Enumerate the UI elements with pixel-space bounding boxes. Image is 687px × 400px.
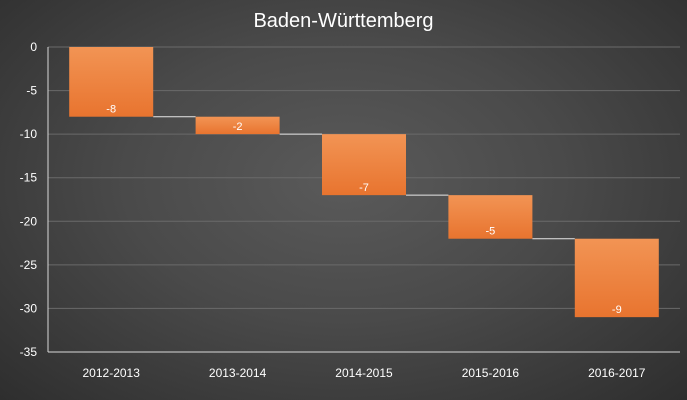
- labels: 0 -5 -10 -15 -20 -25 -30 -35 -8 2012-2013 -2 2013-2…: [20, 40, 646, 380]
- data-label: -5: [486, 226, 496, 238]
- y-tick-label: 0: [30, 40, 37, 54]
- x-tick-label: 2016-2017: [588, 366, 646, 380]
- x-tick-label: 2015-2016: [462, 366, 520, 380]
- data-label: -2: [233, 121, 243, 133]
- y-tick-label: -10: [20, 127, 38, 141]
- y-tick-label: -15: [20, 171, 38, 185]
- axes: [47, 47, 680, 353]
- bar: [195, 116, 280, 135]
- bar: [69, 47, 154, 117]
- y-tick-label: -25: [20, 258, 38, 272]
- y-tick-label: -35: [20, 345, 38, 359]
- bar: [322, 134, 406, 196]
- bars: [69, 47, 659, 318]
- data-label: -8: [106, 104, 116, 116]
- x-tick-label: 2013-2014: [209, 366, 267, 380]
- chart-title: Baden-Württemberg: [253, 10, 434, 32]
- x-tick-label: 2014-2015: [335, 366, 393, 380]
- y-tick-label: -20: [20, 214, 38, 228]
- bar: [448, 195, 533, 239]
- data-label: -7: [359, 182, 369, 194]
- y-tick-label: -30: [20, 301, 38, 315]
- x-tick-label: 2012-2013: [83, 366, 141, 380]
- connectors: [153, 116, 575, 240]
- data-label: -9: [612, 304, 622, 316]
- y-tick-label: -5: [26, 84, 37, 98]
- bar: [574, 238, 659, 318]
